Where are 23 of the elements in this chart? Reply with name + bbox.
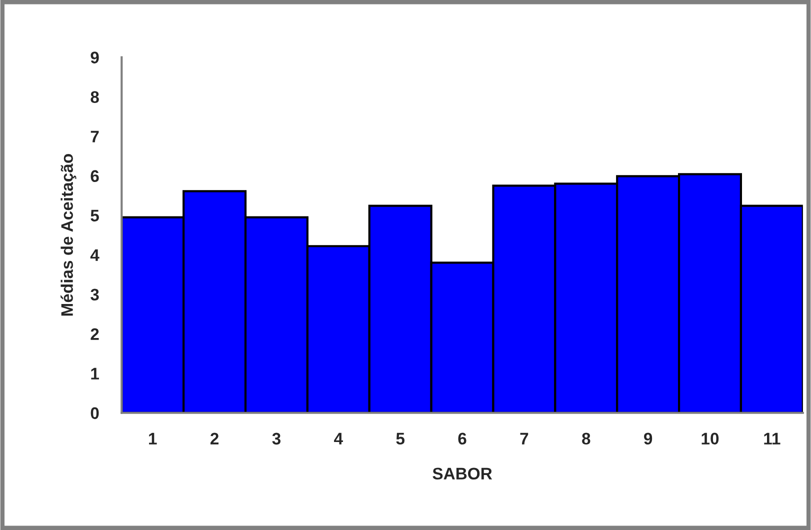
y-tick-label: 8: [90, 91, 99, 103]
y-tick-label: 4: [90, 249, 100, 261]
y-tick-label: 0: [90, 407, 99, 420]
y-tick-label: 9: [90, 52, 99, 64]
x-tick-label: 1: [149, 432, 157, 444]
x-tick-label: 2: [210, 432, 219, 444]
y-tick-label: 3: [90, 288, 99, 301]
x-tick-label: 3: [272, 432, 281, 445]
y-tick-label: 7: [90, 130, 99, 142]
x-tick-label: 4: [334, 432, 343, 444]
x-tick-label: 11: [764, 432, 780, 444]
y-tick-label: 1: [91, 368, 99, 380]
x-tick-label: 8: [582, 432, 590, 445]
y-tick-label: 6: [90, 170, 99, 182]
x-tick-label: 9: [644, 432, 652, 445]
x-axis-title: SABOR: [432, 468, 492, 480]
y-tick-label: 5: [90, 210, 99, 222]
x-tick-label: 6: [458, 432, 466, 445]
x-tick-label: 7: [520, 432, 528, 444]
y-axis-title: Médias de Aceitação: [60, 154, 76, 316]
x-tick-label: 10: [702, 432, 719, 445]
x-tick-label: 5: [396, 432, 405, 445]
y-tick-label: 2: [90, 328, 99, 340]
